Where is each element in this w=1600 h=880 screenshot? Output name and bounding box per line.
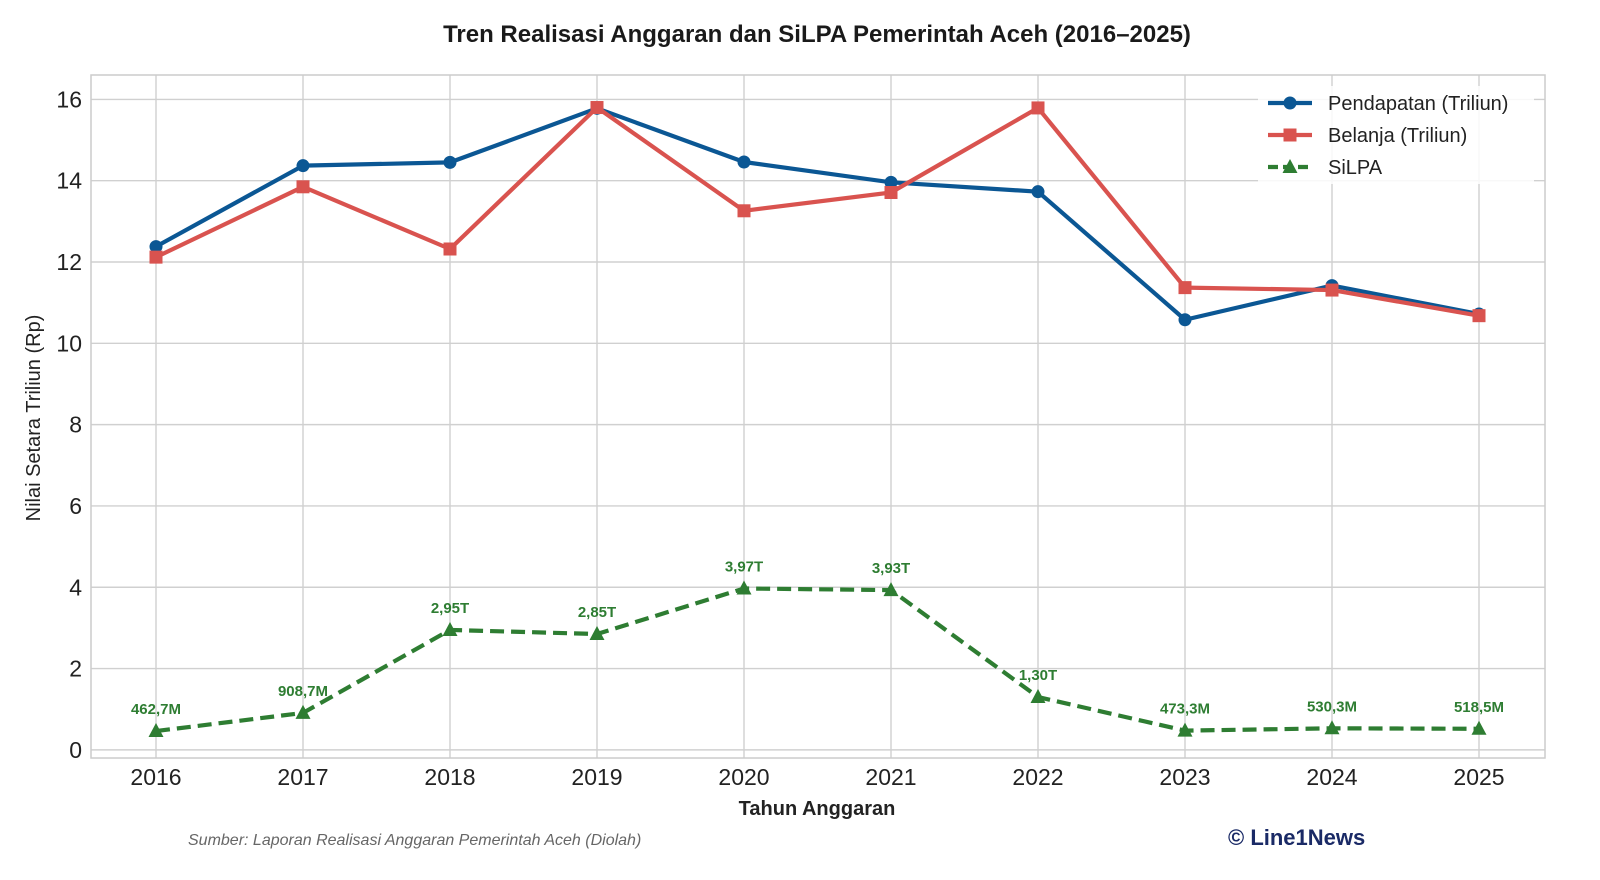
y-tick-label: 8 [69,412,82,438]
data-point [148,723,164,738]
data-point [442,621,458,636]
data-labels: 462,7M 908,7M 2,95T 2,85T 3,97T 3,93T 1,30T 473… [131,558,1504,718]
data-point [295,704,311,719]
plot-frame [90,74,1546,759]
data-label: 530,3M [1307,698,1357,715]
data-point [737,204,751,218]
data-point [737,155,751,169]
data-label: 518,5M [1454,699,1504,716]
data-label: 3,97T [725,558,763,575]
x-tick-label: 2025 [1453,764,1504,790]
x-tick-label: 2019 [571,764,622,790]
series-line [155,105,1480,318]
data-point [149,250,163,264]
data-label: 473,3M [1160,701,1210,718]
data-label: 3,93T [872,560,910,577]
data-point [589,626,605,641]
data-point [884,175,898,189]
y-tick-label: 0 [69,737,82,763]
chart-title: Tren Realisasi Anggaran dan SiLPA Pemeri… [443,21,1191,48]
data-point [1177,722,1193,737]
legend-label: Pendapatan (Triliun) [1328,93,1508,115]
legend-marker [1283,96,1297,110]
source-note: Sumber: Laporan Realisasi Anggaran Pemer… [188,832,641,849]
series-line [155,586,1480,734]
data-point [296,180,310,194]
data-point [149,240,163,254]
data-point [736,580,752,595]
x-tick-label: 2023 [1159,764,1210,790]
series [148,101,1487,738]
data-point [1031,101,1045,115]
y-tick-label: 10 [56,330,82,356]
y-tick-label: 6 [69,493,82,519]
legend-label: Belanja (Triliun) [1328,125,1467,147]
data-point [1178,313,1192,327]
series-2 [149,101,1486,323]
y-axis-label: Nilai Setara Triliun (Rp) [23,315,45,522]
x-axis-ticks: 2016 2017 2018 2019 2020 2021 2022 2023 2024 2025 [130,764,1504,790]
data-point [1178,281,1192,295]
credit: © Line1News [1228,825,1365,850]
series-3 [148,580,1487,738]
x-tick-label: 2018 [424,764,475,790]
data-label: 2,85T [578,604,616,621]
data-point [1471,720,1487,735]
data-point [1324,720,1340,735]
data-point [443,155,457,169]
y-tick-label: 4 [69,574,82,600]
data-label: 908,7M [278,683,328,700]
data-point [883,582,899,597]
x-tick-label: 2024 [1306,764,1357,790]
legend-marker [1283,128,1297,142]
x-tick-label: 2021 [865,764,916,790]
y-tick-label: 2 [69,656,82,682]
y-tick-label: 14 [56,168,82,194]
legend: Pendapatan (Triliun) Belanja (Triliun) SiL… [1258,86,1534,184]
series-line [154,106,1480,322]
data-point [590,101,604,115]
data-point [443,242,457,256]
data-point [296,159,310,173]
legend-item: SiLPA [1268,157,1383,179]
x-tick-label: 2016 [130,764,181,790]
legend-marker [1282,159,1298,173]
x-tick-label: 2022 [1012,764,1063,790]
x-axis-label: Tahun Anggaran [739,798,896,820]
data-label: 462,7M [131,701,181,718]
x-tick-label: 2017 [277,764,328,790]
legend-item: Belanja (Triliun) [1268,125,1467,147]
data-label: 2,95T [431,600,469,617]
y-tick-label: 12 [56,249,82,275]
data-point [1472,309,1486,323]
data-point [884,185,898,199]
x-tick-label: 2020 [718,764,769,790]
y-axis-ticks: 0 2 4 6 8 10 12 14 16 [56,86,82,762]
y-tick-label: 16 [56,86,82,112]
legend-label: SiLPA [1328,157,1383,179]
data-point [1325,283,1339,297]
data-point [1031,185,1045,199]
data-label: 1,30T [1019,667,1057,684]
data-point [1030,689,1046,704]
legend-item: Pendapatan (Triliun) [1268,93,1508,115]
